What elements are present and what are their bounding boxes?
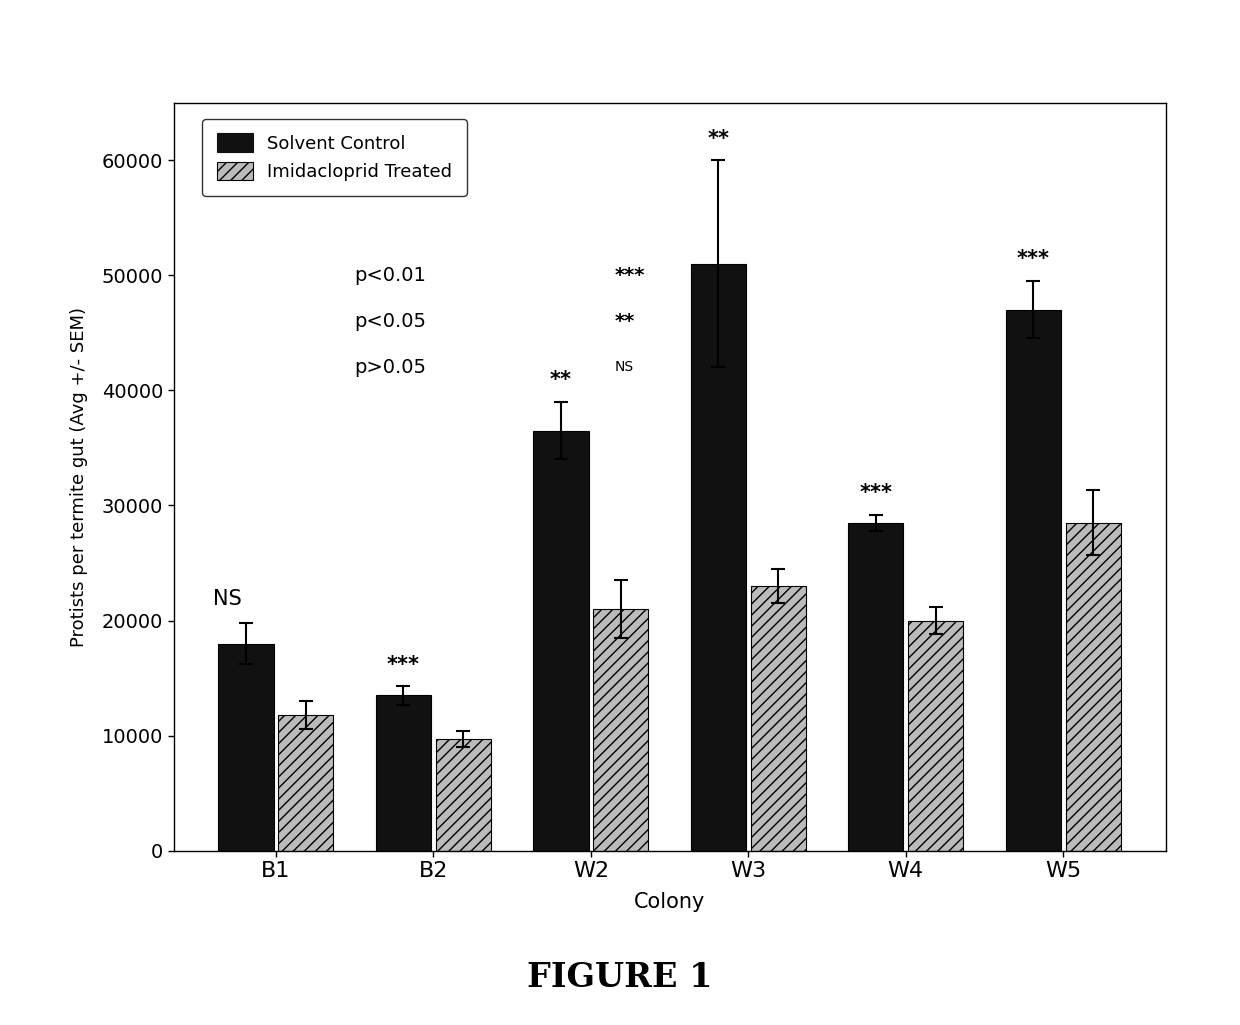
Bar bbox=[848, 523, 904, 851]
Bar bbox=[593, 609, 649, 851]
Text: ***: *** bbox=[859, 483, 893, 503]
Text: **: ** bbox=[615, 312, 635, 331]
Text: NS: NS bbox=[213, 589, 242, 609]
Bar bbox=[218, 644, 274, 851]
Bar bbox=[1065, 523, 1121, 851]
Bar bbox=[750, 586, 806, 851]
Text: ***: *** bbox=[1017, 249, 1050, 270]
Bar bbox=[908, 620, 963, 851]
Bar bbox=[533, 430, 589, 851]
Y-axis label: Protists per termite gut (Avg +/- SEM): Protists per termite gut (Avg +/- SEM) bbox=[69, 306, 88, 647]
Bar bbox=[1006, 310, 1061, 851]
Text: ***: *** bbox=[387, 655, 420, 674]
Text: FIGURE 1: FIGURE 1 bbox=[527, 961, 713, 994]
Text: p<0.01: p<0.01 bbox=[355, 265, 427, 285]
Text: NS: NS bbox=[615, 360, 634, 374]
Bar bbox=[691, 263, 746, 851]
Legend: Solvent Control, Imidacloprid Treated: Solvent Control, Imidacloprid Treated bbox=[202, 119, 467, 196]
Text: p>0.05: p>0.05 bbox=[355, 358, 427, 377]
X-axis label: Colony: Colony bbox=[634, 893, 706, 912]
Bar bbox=[278, 714, 334, 851]
Text: **: ** bbox=[551, 370, 572, 391]
Text: p<0.05: p<0.05 bbox=[355, 312, 427, 331]
Bar bbox=[376, 695, 432, 851]
Bar bbox=[435, 739, 491, 851]
Text: **: ** bbox=[707, 128, 729, 149]
Text: ***: *** bbox=[615, 265, 645, 285]
